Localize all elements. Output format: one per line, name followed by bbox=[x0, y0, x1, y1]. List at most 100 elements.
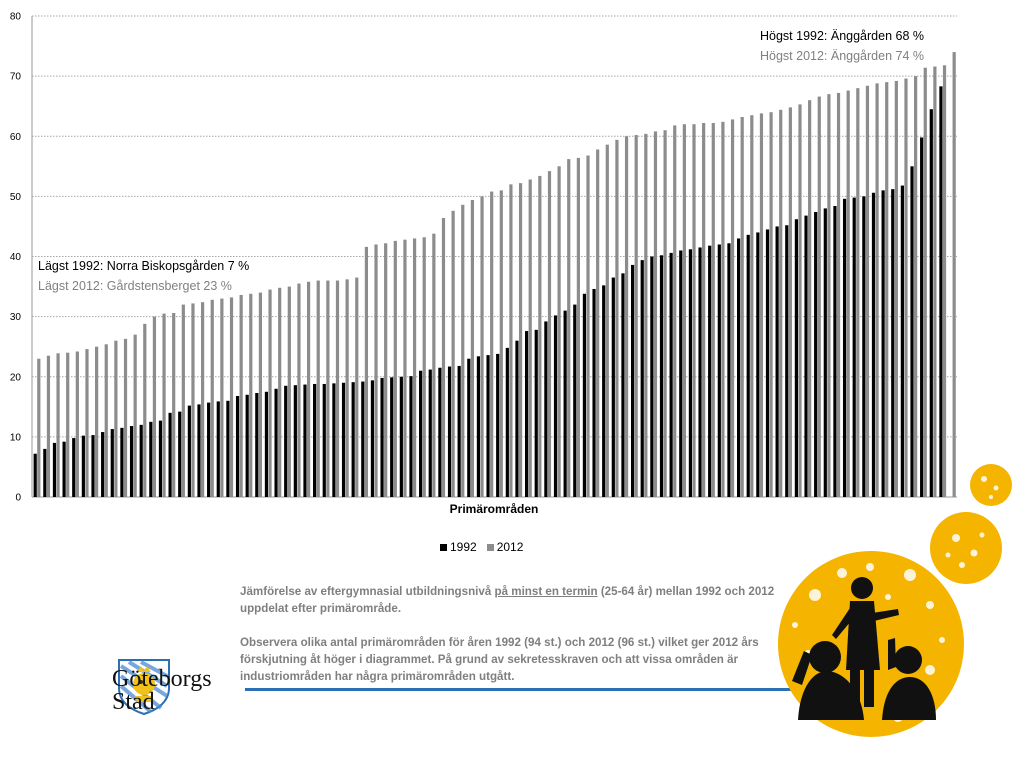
bar-1992 bbox=[399, 376, 403, 497]
bar-2012 bbox=[798, 104, 802, 497]
bar-1992 bbox=[669, 252, 673, 497]
bar-1992 bbox=[129, 426, 134, 497]
bar-1992 bbox=[881, 190, 885, 498]
bar-2012 bbox=[596, 149, 600, 498]
bar-2012 bbox=[759, 113, 764, 497]
bar-1992 bbox=[505, 347, 509, 497]
bar-2012 bbox=[114, 340, 118, 497]
bar-2012 bbox=[480, 196, 484, 497]
goteborg-crest-icon bbox=[118, 659, 170, 716]
bar-1992 bbox=[62, 441, 66, 497]
bar-2012 bbox=[682, 124, 686, 497]
bar-2012 bbox=[384, 243, 388, 497]
legend-item-1992: 1992 bbox=[440, 540, 477, 554]
bar-2012 bbox=[229, 297, 234, 497]
bar-2012 bbox=[461, 204, 465, 498]
bar-2012 bbox=[133, 334, 137, 497]
bar-1992 bbox=[871, 192, 876, 497]
bar-1992 bbox=[804, 215, 808, 498]
bar-2012 bbox=[345, 279, 349, 497]
bar-1992 bbox=[33, 453, 37, 497]
bar-2012 bbox=[490, 191, 494, 497]
lowest-annotation: Lägst 1992: Norra Biskopsgården 7 % Lägs… bbox=[38, 256, 249, 296]
bar-1992 bbox=[891, 189, 895, 497]
bar-1992 bbox=[322, 383, 326, 497]
bar-1992 bbox=[101, 432, 105, 497]
bar-2012 bbox=[335, 280, 340, 497]
bar-1992 bbox=[765, 229, 770, 497]
bar-2012 bbox=[268, 289, 272, 497]
bar-2012 bbox=[634, 135, 638, 498]
bar-1992 bbox=[746, 234, 750, 498]
bar-1992 bbox=[553, 315, 558, 497]
bar-1992 bbox=[823, 208, 827, 497]
gridlines bbox=[32, 15, 957, 438]
bar-2012 bbox=[692, 124, 696, 497]
bar-1992 bbox=[81, 435, 85, 497]
bar-1992 bbox=[515, 340, 519, 497]
bar-1992 bbox=[630, 264, 635, 497]
bar-1992 bbox=[910, 166, 914, 497]
bar-2012 bbox=[904, 78, 908, 497]
bar-1992 bbox=[235, 395, 240, 497]
bar-2012 bbox=[123, 338, 128, 497]
bar-1992 bbox=[833, 205, 837, 497]
bar-1992 bbox=[207, 402, 211, 497]
bar-1992 bbox=[592, 288, 596, 497]
bar-2012 bbox=[808, 100, 812, 498]
bar-1992 bbox=[245, 394, 249, 497]
bar-2012 bbox=[355, 277, 359, 497]
bar-2012 bbox=[730, 119, 735, 497]
bar-2012 bbox=[894, 80, 898, 497]
y-tick-label: 50 bbox=[10, 192, 22, 203]
bar-1992 bbox=[785, 225, 789, 498]
bar-1992 bbox=[544, 321, 548, 497]
caption-text-1a: Jämförelse av eftergymnasial utbildnings… bbox=[240, 585, 495, 598]
annotation-low-1992: Lägst 1992: Norra Biskopsgården 7 % bbox=[38, 259, 250, 273]
bar-1992 bbox=[447, 366, 452, 497]
bar-2012 bbox=[56, 353, 60, 497]
bar-1992 bbox=[187, 405, 191, 497]
bar-1992 bbox=[794, 219, 798, 497]
bar-1992 bbox=[255, 392, 259, 497]
bar-2012 bbox=[586, 155, 590, 498]
bars bbox=[33, 52, 956, 498]
bar-2012 bbox=[875, 83, 879, 497]
legend-item-2012: 2012 bbox=[486, 540, 523, 554]
chart-legend: 1992 2012 bbox=[440, 540, 523, 554]
bar-1992 bbox=[457, 365, 461, 497]
bar-1992 bbox=[920, 137, 924, 497]
bar-1992 bbox=[602, 285, 606, 497]
bar-1992 bbox=[197, 404, 201, 497]
bar-1992 bbox=[486, 355, 490, 497]
bar-2012 bbox=[181, 304, 185, 497]
bar-2012 bbox=[567, 159, 571, 497]
bar-1992 bbox=[525, 331, 529, 497]
bar-1992 bbox=[563, 310, 567, 497]
y-tick-label: 0 bbox=[15, 493, 21, 504]
bar-1992 bbox=[110, 429, 114, 497]
bar-1992 bbox=[659, 255, 664, 497]
bar-2012 bbox=[287, 286, 291, 497]
bar-1992 bbox=[496, 353, 500, 497]
bar-1992 bbox=[419, 370, 423, 497]
bar-1992 bbox=[274, 388, 278, 497]
bar-2012 bbox=[885, 82, 889, 497]
bar-2012 bbox=[721, 121, 725, 497]
bar-2012 bbox=[499, 190, 503, 498]
logo-wordmark: Göteborgs Stad bbox=[112, 667, 212, 714]
bar-2012 bbox=[172, 313, 176, 497]
bar-2012 bbox=[152, 316, 157, 497]
bar-2012 bbox=[740, 117, 744, 497]
bar-1992 bbox=[216, 401, 220, 497]
bar-2012 bbox=[162, 313, 166, 497]
bar-1992 bbox=[341, 382, 346, 497]
bar-1992 bbox=[814, 212, 818, 497]
bar-2012 bbox=[769, 112, 773, 497]
y-tick-label: 30 bbox=[10, 312, 22, 323]
bar-1992 bbox=[438, 367, 442, 497]
bar-1992 bbox=[900, 185, 904, 498]
bar-1992 bbox=[476, 356, 481, 497]
bar-1992 bbox=[293, 385, 297, 497]
divider-line bbox=[245, 688, 805, 691]
